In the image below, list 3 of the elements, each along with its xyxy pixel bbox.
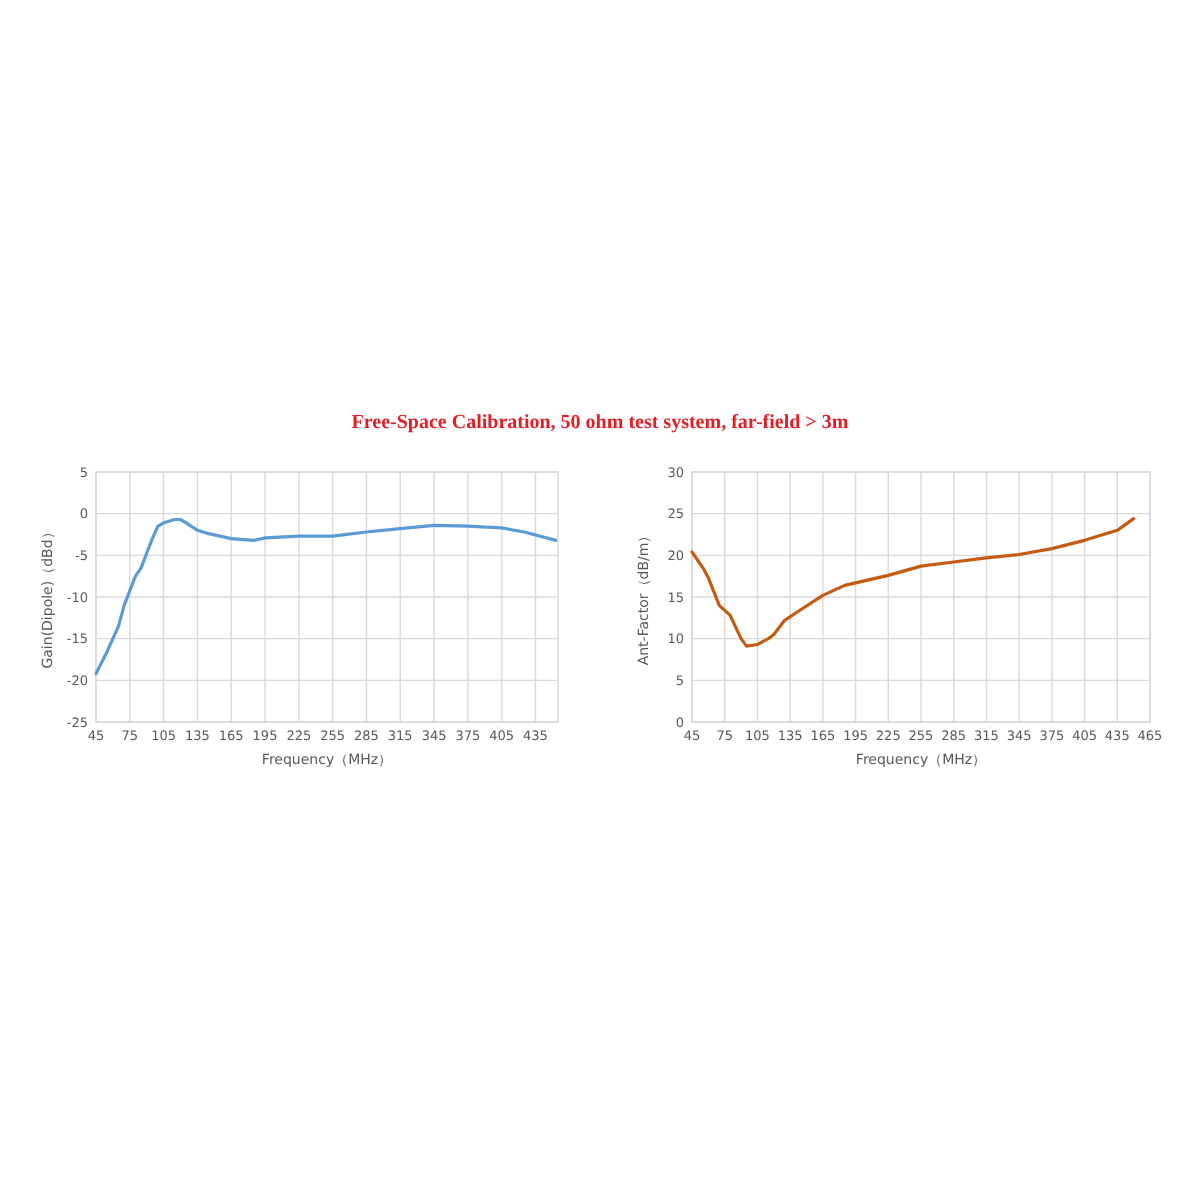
line-series <box>94 517 558 676</box>
text: Free-Space Calibration, 50 ohm test system, far-field > 3m <box>351 412 850 434</box>
line-series <box>690 517 1136 648</box>
